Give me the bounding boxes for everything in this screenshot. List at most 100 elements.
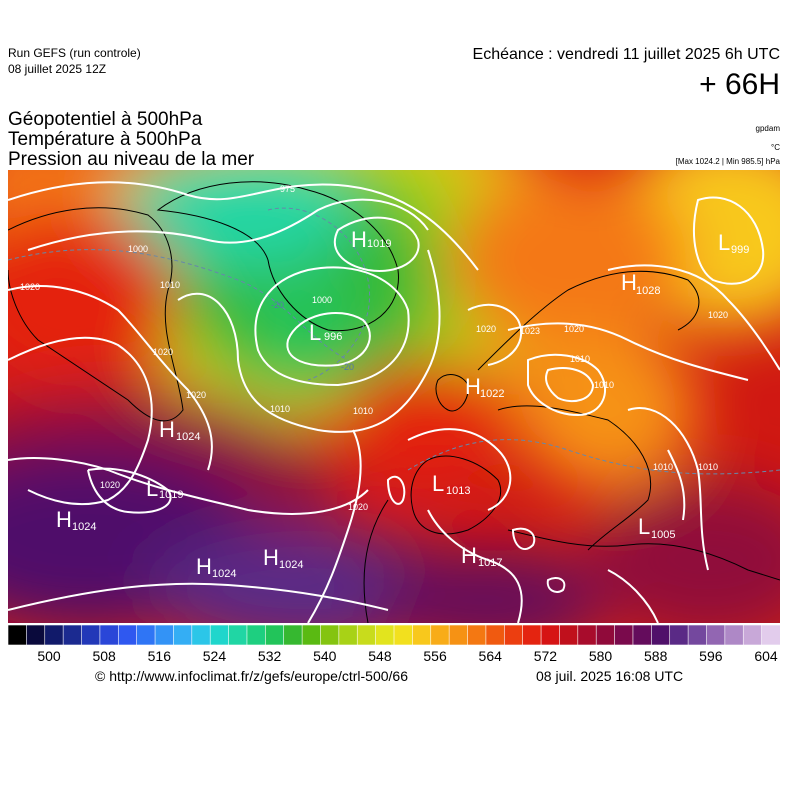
- colorbar-swatch: [577, 625, 597, 645]
- colorbar-swatch: [448, 625, 469, 645]
- colorbar-swatch: [761, 625, 780, 645]
- pressure-center-type: L: [432, 471, 444, 496]
- pressure-center-type: L: [309, 320, 321, 345]
- generation-time: 08 juil. 2025 16:08 UTC: [536, 668, 684, 684]
- colorbar-swatch: [614, 625, 634, 645]
- colorbar-swatch: [209, 625, 230, 645]
- colorbar-swatch: [265, 625, 285, 645]
- isobar-label: 1010: [653, 462, 673, 472]
- pressure-center-type: L: [146, 476, 158, 501]
- pressure-center-value: 1028: [636, 285, 660, 297]
- isobar-label: 1020: [348, 502, 368, 512]
- colorbar-swatch: [412, 625, 432, 645]
- colorbar-tick-label: 540: [313, 648, 337, 664]
- colorbar-tick-label: 508: [92, 648, 116, 664]
- isobar-label: 1010: [353, 406, 373, 416]
- pressure-center-value: 996: [324, 331, 342, 343]
- geopotential-field: [8, 170, 780, 623]
- colorbar-swatch: [393, 625, 413, 645]
- isobar-label: 1010: [570, 354, 590, 364]
- colorbar-tick-label: 588: [644, 648, 668, 664]
- pressure-center-value: 1024: [212, 568, 236, 580]
- isobar-label: 1010: [270, 404, 290, 414]
- pressure-center-value: 1022: [480, 388, 504, 400]
- isobar-label: 975: [280, 184, 295, 194]
- colorbar-swatch: [724, 625, 744, 645]
- pressure-center-type: H: [351, 227, 367, 252]
- colorbar-swatch: [81, 625, 101, 645]
- colorbar-tick-label: 596: [699, 648, 723, 664]
- pressure-center-type: H: [461, 543, 477, 568]
- pressure-center-value: 1024: [279, 559, 303, 571]
- colorbar-swatch: [191, 625, 211, 645]
- lead-time: + 66H: [699, 68, 780, 101]
- colorbar-swatch: [136, 625, 156, 645]
- isobar-label: 1020: [153, 347, 173, 357]
- pressure-center-value: 1005: [651, 529, 675, 541]
- isobar-label: 1020: [476, 324, 496, 334]
- colorbar-swatch: [632, 625, 652, 645]
- colorbar-tick-label: 524: [202, 648, 227, 664]
- pressure-center-value: 1024: [72, 521, 96, 533]
- isobar-label: 1010: [594, 380, 614, 390]
- colorbar-swatch: [706, 625, 726, 645]
- isobar-label: 1010: [698, 462, 718, 472]
- colorbar-swatch: [338, 625, 358, 645]
- unit-pressure-range: [Max 1024.2 | Min 985.5] hPa: [675, 157, 780, 166]
- colorbar: [8, 625, 780, 645]
- pressure-center-type: H: [56, 507, 72, 532]
- isobar-label: 1020: [708, 310, 728, 320]
- colorbar-tick-label: 532: [257, 648, 282, 664]
- pressure-center-value: 1024: [176, 431, 200, 443]
- weather-map: H 1019 L 996 H 1024 L 1019 H 1024 H 1024…: [8, 170, 780, 623]
- colorbar-tick-label: 580: [588, 648, 613, 664]
- colorbar-swatch: [485, 625, 505, 645]
- colorbar-swatch: [540, 625, 561, 645]
- pressure-center-type: H: [159, 417, 175, 442]
- isobar-label: 1020: [100, 480, 120, 490]
- colorbar-swatch: [559, 625, 579, 645]
- isotherm-label: -20: [271, 300, 284, 310]
- colorbar-tick-label: 604: [754, 648, 778, 664]
- colorbar-swatch: [356, 625, 377, 645]
- isobar-label: 1020: [20, 282, 40, 292]
- isotherm-label: -20: [341, 362, 354, 372]
- pressure-center-value: 1019: [159, 489, 183, 501]
- unit-geopotential: gpdam: [755, 124, 780, 133]
- colorbar-swatch: [44, 625, 64, 645]
- pressure-centers: H 1019 L 996 H 1024 L 1019 H 1024 H 1024…: [56, 227, 749, 580]
- param-temperature: Température à 500hPa: [8, 129, 202, 150]
- pressure-center-type: H: [621, 270, 637, 295]
- pressure-center-value: 1017: [478, 557, 502, 569]
- colorbar-swatch: [522, 625, 542, 645]
- colorbar-swatch: [742, 625, 763, 645]
- isobar-labels: 975 1000 1010 1020 1000 1010 1010 1020 1…: [20, 184, 728, 512]
- colorbar-swatch: [283, 625, 303, 645]
- valid-time: Echéance : vendredi 11 juillet 2025 6h U…: [472, 46, 780, 63]
- source-credit: © http://www.infoclimat.fr/z/gefs/europe…: [95, 668, 409, 684]
- colorbar-swatch: [320, 625, 340, 645]
- isobar-label: 1023: [520, 326, 540, 336]
- unit-temperature: °C: [771, 143, 780, 152]
- colorbar-swatch: [228, 625, 248, 645]
- pressure-center-type: L: [638, 514, 650, 539]
- colorbar-swatch: [430, 625, 450, 645]
- pressure-center-value: 999: [731, 244, 749, 256]
- colorbar-swatch: [154, 625, 175, 645]
- pressure-center-value: 1019: [367, 238, 391, 250]
- colorbar-swatch: [467, 625, 487, 645]
- run-title: Run GEFS (run controle): [8, 46, 141, 60]
- pressure-center-type: H: [263, 545, 279, 570]
- colorbar-tick-label: 564: [478, 648, 502, 664]
- pressure-center-type: H: [196, 554, 212, 579]
- isobar-label: 1010: [160, 280, 180, 290]
- colorbar-swatch: [99, 625, 119, 645]
- pressure-center-type: L: [718, 230, 730, 255]
- pressure-center-type: H: [465, 374, 481, 399]
- colorbar-swatch: [595, 625, 616, 645]
- temperature-isotherms: [8, 207, 780, 475]
- colorbar-swatch: [375, 625, 395, 645]
- colorbar-swatch: [8, 625, 27, 645]
- colorbar-swatch: [246, 625, 266, 645]
- colorbar-swatch: [687, 625, 708, 645]
